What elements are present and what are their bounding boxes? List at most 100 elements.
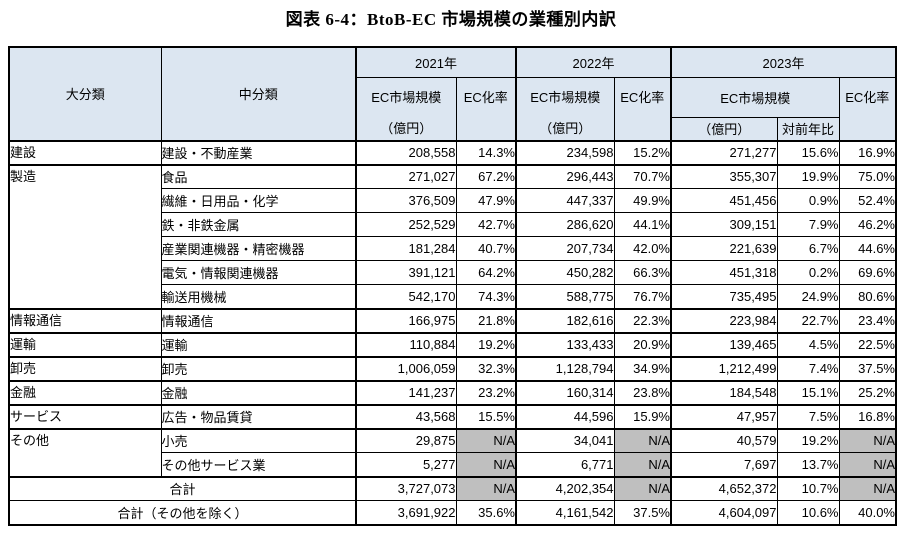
cell-market-2023: 223,984 [670, 307, 778, 333]
cell-market-2021: 5,277 [355, 452, 457, 477]
cell-rate-2023: 23.4% [838, 307, 897, 333]
table-row: その他サービス業 5,277 N/A 6,771 N/A 7,697 13.7%… [9, 452, 897, 477]
cell-market-2021: 43,568 [355, 403, 457, 429]
cell-rate-2021: N/A [455, 427, 517, 453]
cell-market-2021: 3,691,922 [355, 500, 457, 525]
cell-market-2022: 588,775 [515, 284, 615, 309]
cell-market-2023: 40,579 [670, 427, 778, 453]
cell-market-2021: 110,884 [355, 331, 457, 357]
cell-rate-2021: 40.7% [455, 236, 517, 261]
ec-rate-label: EC化率 [620, 89, 665, 105]
unit-label: （億円） [380, 120, 433, 136]
cell-yoy-2023: 7.4% [776, 355, 840, 381]
col-header-rate-2023: EC化率 [838, 76, 897, 141]
cell-rate-2023: 44.6% [838, 236, 897, 261]
cell-rate-2022: 34.9% [613, 355, 672, 381]
cell-rate-2022: 66.3% [613, 260, 672, 285]
cell-rate-2023: 75.0% [838, 163, 897, 189]
market-size-label: EC市場規模 [530, 89, 601, 105]
table-row: 情報通信 情報通信 166,975 21.8% 182,616 22.3% 22… [8, 307, 897, 333]
cell-market-2023: 221,639 [670, 236, 778, 261]
cell-yoy-2023: 0.9% [776, 188, 840, 213]
cell-market-2023: 735,495 [670, 284, 778, 309]
cell-yoy-2023: 0.2% [776, 260, 840, 285]
cell-rate-2021: 15.5% [455, 403, 517, 429]
ec-rate-label: EC化率 [845, 89, 890, 105]
cell-market-2023: 139,465 [670, 331, 778, 357]
cell-yoy-2023: 22.7% [776, 307, 840, 333]
table-row: その他 小売 29,875 N/A 34,041 N/A 40,579 19.2… [8, 427, 897, 477]
cell-market-2023: 451,456 [670, 188, 778, 213]
cell-middle-category: 産業関連機器・精密機器 [160, 236, 357, 261]
cell-rate-2022: 15.2% [613, 139, 672, 165]
cell-market-2022: 4,161,542 [515, 500, 615, 525]
cell-market-2023: 4,604,097 [670, 500, 778, 525]
cell-market-2023: 271,277 [670, 139, 778, 165]
cell-total-label: 合計（その他を除く） [8, 500, 357, 525]
cell-yoy-2023: 13.7% [776, 452, 840, 477]
table-row: 建設 建設・不動産業 208,558 14.3% 234,598 15.2% 2… [8, 139, 897, 165]
ec-rate-label: EC化率 [463, 89, 508, 105]
cell-rate-2023: 16.8% [838, 403, 897, 429]
cell-rate-2023: 16.9% [838, 139, 897, 165]
cell-middle-category: 運輸 [160, 331, 357, 357]
cell-middle-category: 小売 [160, 427, 357, 453]
cell-market-2022: 234,598 [515, 139, 615, 165]
col-header-middle-category: 中分類 [160, 46, 357, 141]
table-row: 運輸 運輸 110,884 19.2% 133,433 20.9% 139,46… [8, 331, 897, 357]
cell-middle-category: 卸売 [160, 355, 357, 381]
cell-rate-2023: 80.6% [838, 284, 897, 309]
cell-middle-category: 電気・情報関連機器 [160, 260, 357, 285]
cell-rate-2021: 64.2% [455, 260, 517, 285]
cell-market-2023: 1,212,499 [670, 355, 778, 381]
cell-rate-2021: 14.3% [455, 139, 517, 165]
cell-market-2022: 133,433 [515, 331, 615, 357]
table-body: 建設 建設・不動産業 208,558 14.3% 234,598 15.2% 2… [8, 139, 897, 525]
cell-market-2022: 182,616 [515, 307, 615, 333]
cell-market-2023: 184,548 [670, 379, 778, 405]
cell-market-2023: 451,318 [670, 260, 778, 285]
col-header-major-category: 大分類 [8, 46, 162, 141]
cell-rate-2022: 22.3% [613, 307, 672, 333]
header-row-measures: EC市場規模 （億円） EC化率 EC市場規模 （億円） EC化率 EC市場規模… [9, 76, 897, 141]
figure-title: 図表 6-4：BtoB-EC 市場規模の業種別内訳 [285, 10, 617, 29]
cell-rate-2022: 15.9% [613, 403, 672, 429]
cell-market-2022: 286,620 [515, 212, 615, 237]
cell-yoy-2023: 10.7% [776, 475, 840, 501]
market-size-label: EC市場規模 [371, 89, 442, 105]
cell-middle-category: 建設・不動産業 [160, 139, 357, 165]
cell-market-2021: 271,027 [355, 163, 457, 189]
cell-rate-2022: 23.8% [613, 379, 672, 405]
cell-market-2021: 376,509 [355, 188, 457, 213]
cell-major-category: サービス [8, 403, 162, 429]
cell-market-2022: 447,337 [515, 188, 615, 213]
cell-rate-2021: N/A [455, 475, 517, 501]
cell-market-2021: 141,237 [355, 379, 457, 405]
cell-market-2021: 208,558 [355, 139, 457, 165]
cell-yoy-2023: 24.9% [776, 284, 840, 309]
cell-market-2021: 3,727,073 [355, 475, 457, 501]
cell-market-2023: 4,652,372 [670, 475, 778, 501]
cell-rate-2022: 49.9% [613, 188, 672, 213]
cell-market-2023: 47,957 [670, 403, 778, 429]
cell-major-category: 情報通信 [8, 307, 162, 333]
cell-rate-2023: 52.4% [838, 188, 897, 213]
col-header-market-2022: EC市場規模 （億円） [515, 76, 615, 141]
cell-market-2021: 391,121 [355, 260, 457, 285]
cell-middle-category: 鉄・非鉄金属 [160, 212, 357, 237]
cell-major-category: 金融 [8, 379, 162, 405]
cell-yoy-2023: 7.9% [776, 212, 840, 237]
cell-middle-category: 情報通信 [160, 307, 357, 333]
cell-market-2021: 1,006,059 [355, 355, 457, 381]
cell-market-2022: 207,734 [515, 236, 615, 261]
cell-market-2022: 160,314 [515, 379, 615, 405]
cell-rate-2022: 37.5% [613, 500, 672, 525]
cell-rate-2022: 42.0% [613, 236, 672, 261]
cell-rate-2022: N/A [613, 475, 672, 501]
cell-rate-2022: 20.9% [613, 331, 672, 357]
cell-major-category: 卸売 [8, 355, 162, 381]
data-table: 大分類 中分類 2021年 2022年 2023年 EC市場規模 （億円） EC… [8, 46, 897, 526]
cell-rate-2022: N/A [613, 427, 672, 453]
cell-rate-2021: 74.3% [455, 284, 517, 309]
